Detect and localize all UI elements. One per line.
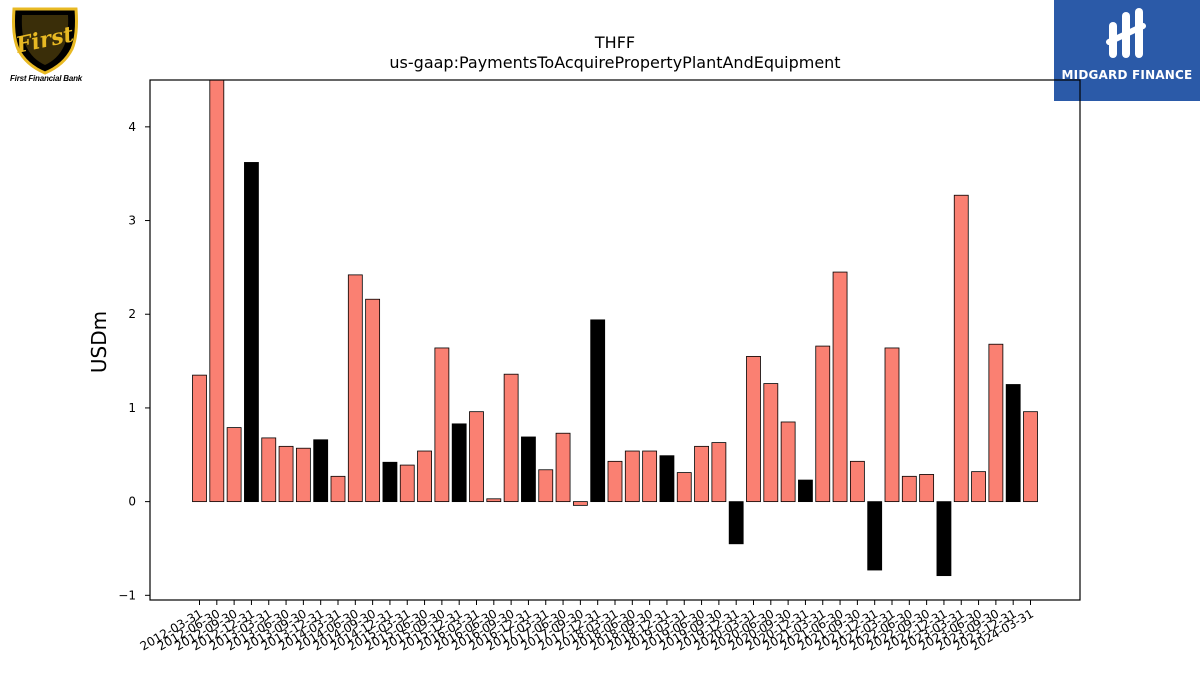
y-tick-label: 3: [128, 214, 136, 228]
bar-2017-09-30: [572, 501, 588, 506]
bar-2015-03-31: [399, 464, 415, 503]
bar-2015-09-30: [434, 347, 450, 503]
bar-2013-06-30: [278, 445, 294, 503]
first-financial-bank-caption: First Financial Bank: [9, 74, 83, 83]
bar-2016-06-30: [486, 498, 502, 503]
first-financial-bank-logo: First First Financial Bank: [4, 5, 86, 85]
bar-2018-12-31: [659, 455, 675, 503]
bar-2014-09-30: [365, 298, 381, 503]
chart-title: THFF: [594, 33, 635, 52]
bar-2020-09-30: [780, 421, 796, 503]
bar-2017-03-31: [538, 469, 554, 503]
bar-2012-03-31: [192, 374, 207, 503]
y-tick-label: −1: [118, 588, 136, 602]
bar-2012-09-30: [226, 427, 242, 503]
bar-2019-12-31: [728, 501, 744, 545]
midgard-finance-logo: MIDGARD FINANCE: [1054, 0, 1200, 101]
y-axis-label: USDm: [87, 311, 111, 373]
bar-2019-03-31: [676, 472, 692, 503]
y-axis: −1 0 1 2 3 4: [118, 120, 150, 602]
bar-2016-09-30: [503, 373, 519, 503]
y-tick-label: 0: [128, 495, 136, 509]
bar-2015-06-30: [417, 450, 432, 503]
midgard-mark-icon: [1106, 8, 1146, 58]
bar-2018-03-31: [607, 460, 623, 503]
bars-group: [192, 79, 1038, 577]
bar-2022-12-31: [936, 501, 952, 577]
bar-2014-06-30: [347, 274, 363, 503]
bar-2020-12-31: [798, 479, 813, 503]
bar-2013-09-30: [295, 447, 311, 503]
x-axis: 2012-03-312012-06-302012-09-302012-12-31…: [138, 600, 1036, 653]
shield-icon: First: [12, 7, 78, 75]
y-tick-label: 2: [128, 307, 136, 321]
bar-2014-03-31: [330, 475, 346, 503]
bar-2016-12-31: [521, 436, 536, 503]
bar-2017-06-30: [555, 432, 571, 503]
bar-2024-03-31: [1023, 411, 1038, 503]
bar-2014-12-31: [382, 461, 398, 503]
bar-2022-09-30: [919, 474, 935, 503]
bar-2013-12-31: [313, 439, 329, 503]
bar-2018-09-30: [642, 450, 658, 503]
bar-2015-12-31: [451, 423, 467, 503]
bar-2021-03-31: [815, 345, 831, 503]
bar-2019-06-30: [694, 445, 709, 503]
bar-2018-06-30: [624, 450, 640, 503]
chart-subtitle: us-gaap:PaymentsToAcquirePropertyPlantAn…: [389, 53, 840, 72]
bar-2021-06-30: [832, 271, 848, 503]
bar-2023-03-31: [953, 194, 969, 503]
bar-2016-03-31: [469, 411, 484, 503]
bar-2012-06-30: [209, 79, 225, 503]
bar-2022-03-31: [884, 347, 900, 503]
plot-frame: [149, 79, 1081, 601]
bar-2019-09-30: [711, 442, 727, 503]
bar-2022-06-30: [901, 475, 917, 503]
bar-2017-12-31: [590, 319, 606, 503]
bar-2020-03-31: [746, 355, 761, 503]
bar-2020-06-30: [763, 383, 779, 503]
bar-2013-03-31: [261, 437, 277, 503]
bar-2023-06-30: [971, 471, 986, 503]
y-tick-label: 4: [128, 120, 136, 134]
bar-2023-12-31: [1005, 384, 1021, 503]
bar-2021-12-31: [867, 501, 883, 571]
midgard-finance-caption: MIDGARD FINANCE: [1061, 68, 1193, 82]
bar-2021-09-30: [849, 460, 865, 503]
bar-2012-12-31: [244, 162, 259, 503]
bar-2023-09-30: [988, 343, 1004, 503]
y-tick-label: 1: [128, 401, 136, 415]
